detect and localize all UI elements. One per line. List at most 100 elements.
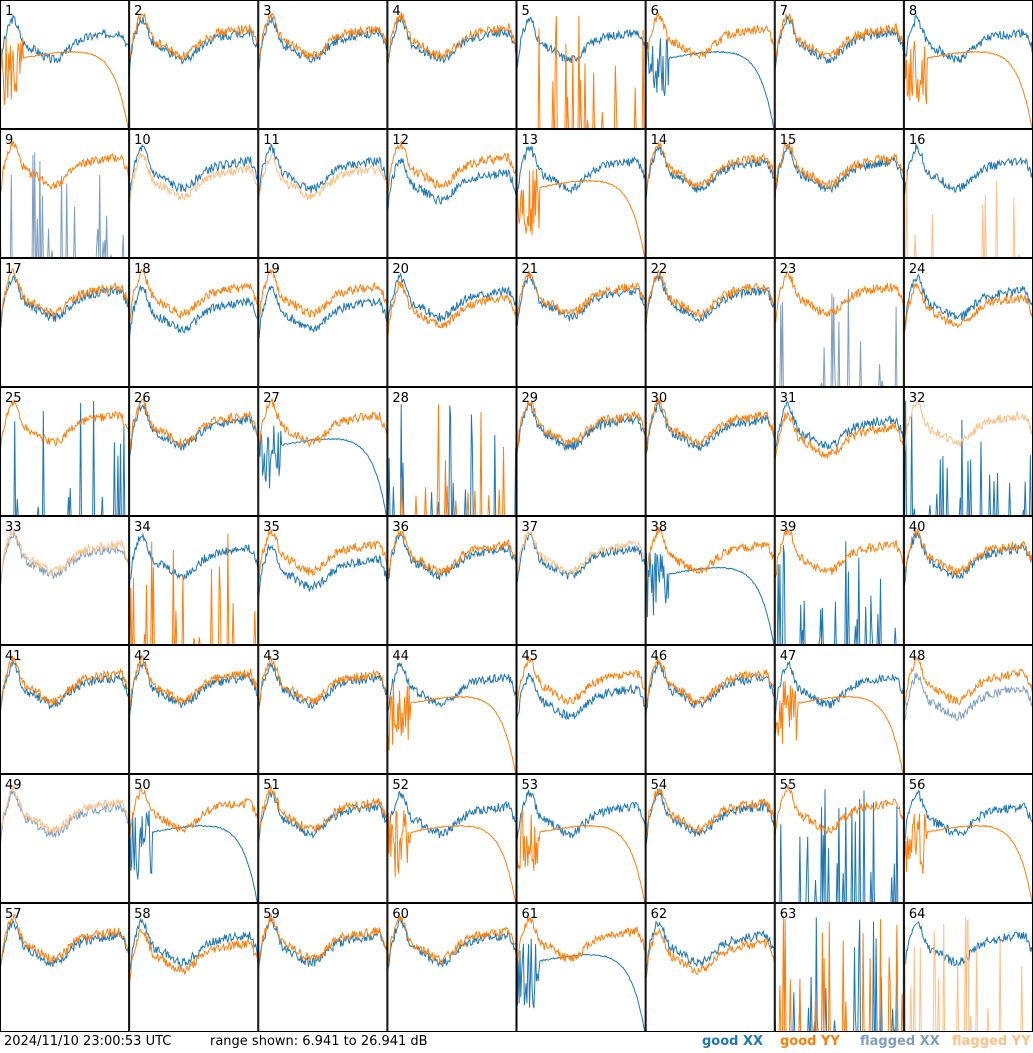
panel-frame [387, 0, 517, 129]
panel-44: 44 [387, 645, 517, 774]
series-yy-6 [645, 12, 775, 70]
panel-42: 42 [129, 645, 259, 774]
series-yy-9 [0, 140, 130, 194]
panel-frame [258, 516, 388, 645]
panel-24: 24 [903, 258, 1033, 387]
panel-frame [258, 258, 388, 387]
panel-label: 16 [909, 133, 926, 148]
panel-27: 27 [258, 387, 388, 516]
panel-label: 50 [134, 778, 151, 793]
series-yy-39 [774, 527, 904, 580]
series-xx-39 [774, 541, 904, 645]
series-xx-8 [903, 14, 1033, 74]
panel-45: 45 [516, 645, 646, 774]
panel-label: 8 [909, 4, 917, 19]
panel-frame [516, 258, 646, 387]
series-yy-37 [516, 529, 646, 587]
series-xx-5 [516, 16, 646, 70]
panel-frame [645, 387, 775, 516]
panel-59: 59 [258, 903, 388, 1032]
panel-4: 4 [387, 0, 517, 129]
series-xx-54 [645, 788, 775, 847]
series-yy-2 [129, 12, 259, 65]
series-yy-36 [387, 529, 517, 586]
legend-flagged-yy: flagged YY [952, 1034, 1031, 1049]
panel-label: 64 [909, 907, 926, 922]
panel-frame [645, 0, 775, 129]
series-yy-12 [387, 140, 517, 197]
panel-frame [903, 774, 1033, 903]
series-yy-8 [903, 38, 1033, 129]
panel-frame [387, 258, 517, 387]
panel-frame [645, 903, 775, 1032]
series-yy-54 [645, 788, 775, 838]
series-yy-48 [903, 656, 1033, 711]
panel-frame [516, 903, 646, 1032]
panel-label: 19 [263, 262, 280, 277]
series-yy-10 [129, 152, 259, 206]
panel-frame [129, 903, 259, 1032]
series-xx-38 [645, 552, 775, 645]
panel-label: 28 [392, 391, 409, 406]
series-xx-19 [258, 285, 388, 340]
series-xx-13 [516, 145, 646, 201]
panel-frame [258, 387, 388, 516]
panel-36: 36 [387, 516, 517, 645]
series-xx-37 [516, 531, 646, 584]
series-yy-20 [387, 280, 517, 338]
panel-frame [516, 0, 646, 129]
series-xx-42 [129, 661, 259, 719]
panel-53: 53 [516, 774, 646, 903]
series-xx-7 [774, 16, 904, 73]
panel-label: 55 [780, 778, 797, 793]
panel-label: 13 [522, 133, 539, 148]
series-yy-11 [258, 152, 388, 207]
panel-61: 61 [516, 903, 646, 1032]
panel-frame [129, 774, 259, 903]
panel-frame [645, 774, 775, 903]
panel-frame [774, 645, 904, 774]
panel-32: 32 [903, 387, 1033, 516]
panel-50: 50 [129, 774, 259, 903]
series-yy-53 [516, 809, 646, 903]
panel-label: 22 [651, 262, 668, 277]
panel-3: 3 [258, 0, 388, 129]
series-yy-15 [774, 141, 904, 200]
panel-62: 62 [645, 903, 775, 1032]
series-yy-31 [774, 411, 904, 462]
series-xx-28 [387, 403, 517, 516]
panel-56: 56 [903, 774, 1033, 903]
panel-label: 54 [651, 778, 668, 793]
panel-frame [387, 516, 517, 645]
panel-frame [645, 645, 775, 774]
panel-label: 18 [134, 262, 151, 277]
series-yy-64 [903, 916, 1033, 1032]
panel-frame [0, 129, 130, 258]
panel-51: 51 [258, 774, 388, 903]
series-xx-57 [0, 919, 130, 970]
series-yy-16 [903, 174, 1033, 258]
series-yy-24 [903, 283, 1033, 334]
panel-label: 9 [5, 133, 13, 148]
panel-58: 58 [129, 903, 259, 1032]
series-xx-1 [0, 13, 130, 74]
panel-label: 10 [134, 133, 151, 148]
panel-label: 4 [392, 4, 400, 19]
range-label: range shown: 6.941 to 26.941 dB [210, 1034, 428, 1049]
panel-5: 5 [516, 0, 646, 129]
panel-label: 56 [909, 778, 926, 793]
panel-label: 15 [780, 133, 797, 148]
series-xx-56 [903, 789, 1033, 849]
panel-label: 60 [392, 907, 409, 922]
panel-label: 31 [780, 391, 797, 406]
panel-label: 11 [263, 133, 280, 148]
panel-29: 29 [516, 387, 646, 516]
panel-31: 31 [774, 387, 904, 516]
series-yy-41 [0, 655, 130, 712]
panel-label: 42 [134, 649, 151, 664]
series-xx-23 [774, 289, 904, 387]
series-yy-46 [645, 657, 775, 709]
series-yy-60 [387, 915, 517, 974]
series-yy-26 [129, 398, 259, 454]
panel-frame [774, 387, 904, 516]
